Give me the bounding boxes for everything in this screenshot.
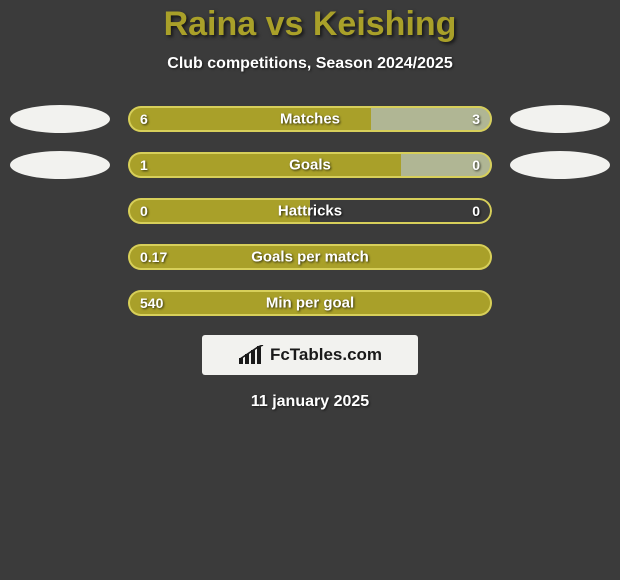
bar-left-segment <box>128 152 401 178</box>
bar-track: 0 Hattricks 0 <box>128 198 492 224</box>
bar-value-left: 0 <box>140 203 148 219</box>
bar-track: 0.17 Goals per match <box>128 244 492 270</box>
bar-row: 0.17 Goals per match <box>10 243 610 271</box>
bar-value-left: 0.17 <box>140 249 167 265</box>
bar-row: 0 Hattricks 0 <box>10 197 610 225</box>
logo-box: FcTables.com <box>202 335 418 375</box>
bar-value-right: 0 <box>472 157 480 173</box>
bar-track: 6 Matches 3 <box>128 106 492 132</box>
date-line: 11 january 2025 <box>0 393 620 411</box>
bar-value-right: 0 <box>472 203 480 219</box>
right-oval <box>510 151 610 179</box>
bar-value-left: 6 <box>140 111 148 127</box>
logo-text: FcTables.com <box>270 345 382 365</box>
bar-value-left: 540 <box>140 295 163 311</box>
bar-value-left: 1 <box>140 157 148 173</box>
page-title: Raina vs Keishing <box>0 0 620 43</box>
left-oval <box>10 151 110 179</box>
bar-track: 1 Goals 0 <box>128 152 492 178</box>
bar-value-right: 3 <box>472 111 480 127</box>
bar-label: Hattricks <box>278 203 342 220</box>
page-subtitle: Club competitions, Season 2024/2025 <box>0 55 620 73</box>
bar-label: Goals <box>289 157 331 174</box>
bar-track: 540 Min per goal <box>128 290 492 316</box>
bar-label: Min per goal <box>266 295 354 312</box>
right-oval <box>510 105 610 133</box>
bar-row: 1 Goals 0 <box>10 151 610 179</box>
bar-label: Goals per match <box>251 249 369 266</box>
bar-label: Matches <box>280 111 340 128</box>
left-oval <box>10 105 110 133</box>
bar-row: 540 Min per goal <box>10 289 610 317</box>
bar-row: 6 Matches 3 <box>10 105 610 133</box>
signal-bars-icon <box>238 345 264 365</box>
comparison-bars: 6 Matches 3 1 Goals 0 0 Hattricks 0 0.17 Goals per… <box>0 105 620 317</box>
